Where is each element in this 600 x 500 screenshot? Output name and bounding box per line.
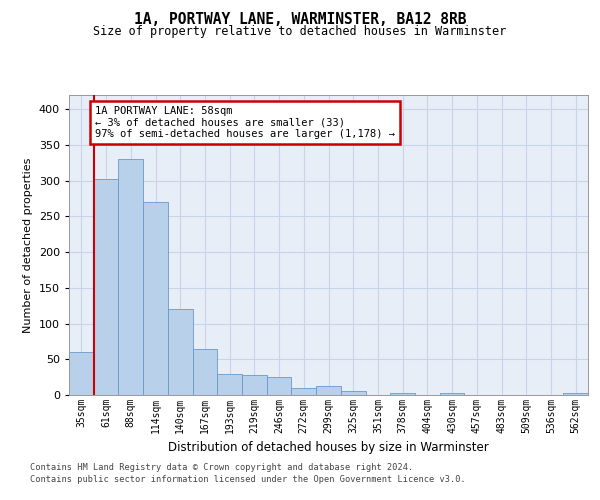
- Bar: [267, 377, 292, 395]
- Bar: [563, 393, 588, 395]
- Bar: [390, 393, 415, 395]
- Text: Size of property relative to detached houses in Warminster: Size of property relative to detached ho…: [94, 25, 506, 38]
- Bar: [242, 375, 267, 395]
- Bar: [143, 202, 168, 395]
- Bar: [341, 392, 365, 395]
- Bar: [193, 348, 217, 395]
- Text: 1A PORTWAY LANE: 58sqm
← 3% of detached houses are smaller (33)
97% of semi-deta: 1A PORTWAY LANE: 58sqm ← 3% of detached …: [95, 106, 395, 139]
- Y-axis label: Number of detached properties: Number of detached properties: [23, 158, 33, 332]
- X-axis label: Distribution of detached houses by size in Warminster: Distribution of detached houses by size …: [168, 442, 489, 454]
- Bar: [168, 310, 193, 395]
- Text: Contains HM Land Registry data © Crown copyright and database right 2024.: Contains HM Land Registry data © Crown c…: [30, 462, 413, 471]
- Bar: [292, 388, 316, 395]
- Bar: [69, 352, 94, 395]
- Bar: [94, 178, 118, 395]
- Text: 1A, PORTWAY LANE, WARMINSTER, BA12 8RB: 1A, PORTWAY LANE, WARMINSTER, BA12 8RB: [134, 12, 466, 28]
- Bar: [217, 374, 242, 395]
- Text: Contains public sector information licensed under the Open Government Licence v3: Contains public sector information licen…: [30, 475, 466, 484]
- Bar: [316, 386, 341, 395]
- Bar: [440, 393, 464, 395]
- Bar: [118, 160, 143, 395]
